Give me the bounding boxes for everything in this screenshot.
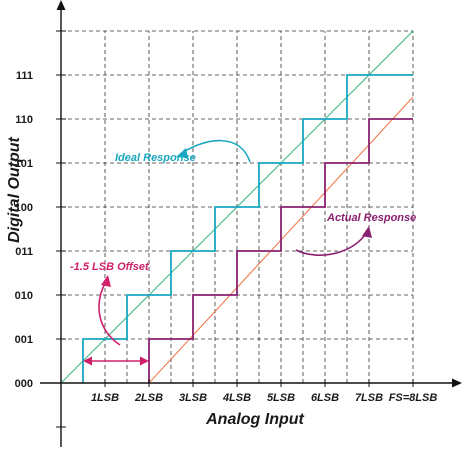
y-tick-label: 000 [15, 378, 33, 390]
actual-response-arrow [295, 232, 367, 257]
offset-label: -1.5 LSB Offset [70, 261, 150, 273]
ideal-response-staircase [82, 74, 413, 383]
x-axis-arrow-icon [452, 378, 462, 388]
y-axis-arrow-icon [56, 0, 66, 10]
x-tick-label: 1LSB [91, 392, 119, 404]
offset-arrowhead-icon [101, 275, 111, 287]
actual-arrowhead-icon [362, 226, 372, 238]
x-tick-label: 3LSB [179, 392, 207, 404]
x-axis-title: Analog Input [205, 411, 304, 428]
ideal-response-arrow [181, 139, 251, 163]
actual-response-staircase [148, 118, 413, 383]
y-tick-label: 101 [15, 158, 33, 170]
offset-left-arrowhead-icon [83, 356, 92, 366]
y-tick-label: 110 [15, 114, 33, 126]
y-tick-label: 011 [15, 246, 33, 258]
annotations: Ideal Response Actual Response -1.5 LSB Of… [70, 139, 416, 366]
x-tick-label: 4LSB [222, 392, 251, 404]
y-tick-label: 111 [16, 70, 33, 82]
ideal-arrowhead-icon [176, 148, 188, 158]
axes [40, 0, 462, 447]
step-series [82, 74, 413, 383]
x-tick-label: FS=8LSB [389, 392, 438, 404]
y-axis-title: Digital Output [6, 136, 23, 242]
y-tick-label: 100 [15, 202, 33, 214]
actual-response-label: Actual Response [326, 212, 416, 224]
x-tick-label: 2LSB [134, 392, 163, 404]
x-tick-label: 7LSB [355, 392, 383, 404]
y-tick-label: 010 [15, 290, 33, 302]
ideal-response-label: Ideal Response [115, 152, 196, 164]
x-tick-label: 6LSB [311, 392, 339, 404]
offset-right-arrowhead-icon [140, 356, 149, 366]
offset-callout-arrow [98, 281, 121, 346]
tick-labels: 000 001 010 011 100 101 110 111 1LSB 2LSB 3LSB 4LSB… [15, 70, 438, 404]
x-tick-label: 5LSB [267, 392, 295, 404]
y-tick-label: 001 [15, 334, 33, 346]
